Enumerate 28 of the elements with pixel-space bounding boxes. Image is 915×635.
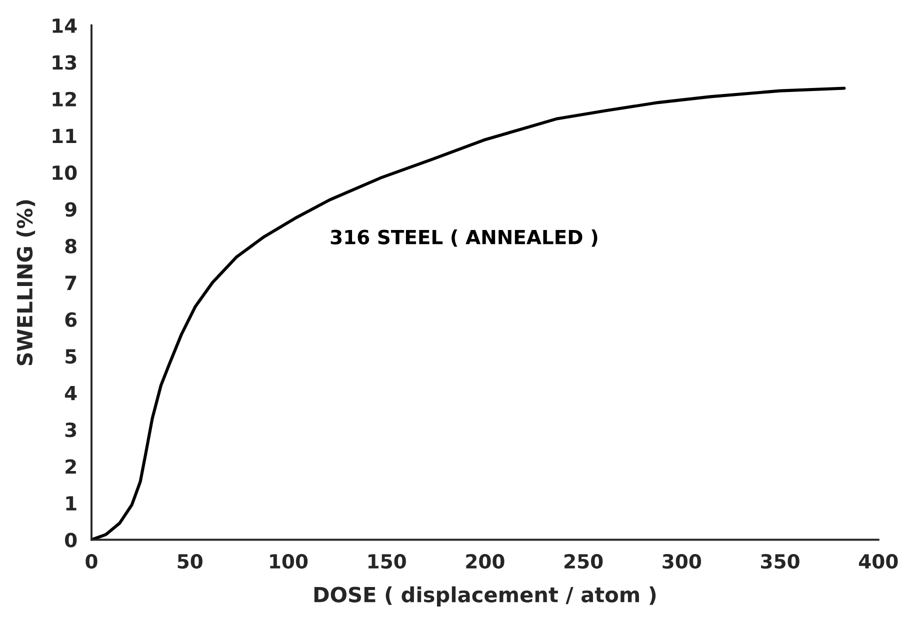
series-label: 316 STEEL ( ANNEALED ) (330, 229, 598, 247)
y-tick-label: 6 (65, 312, 77, 327)
y-tick-label: 11 (52, 128, 76, 144)
y-tick-label: 9 (65, 202, 76, 217)
y-tick-label: 4 (64, 386, 77, 400)
y-tick-label: 12 (52, 92, 76, 106)
x-tick-label: 300 (662, 554, 702, 569)
y-tick-label: 5 (66, 349, 76, 364)
y-tick-label: 7 (65, 276, 76, 290)
x-tick-label: 150 (368, 554, 406, 569)
y-tick-label: 3 (65, 422, 76, 438)
y-tick-label: 8 (65, 238, 76, 254)
x-tick-label: 50 (178, 554, 202, 569)
x-axis-title: DOSE ( displacement / atom ) (314, 586, 656, 607)
y-tick-label: 0 (65, 532, 77, 548)
line-series (92, 86, 846, 540)
y-tick-label: 13 (52, 55, 76, 70)
x-tick-label: 100 (270, 554, 308, 569)
y-tick-label: 14 (52, 18, 77, 33)
x-tick-label: 200 (466, 554, 504, 569)
x-tick-label: 250 (564, 554, 603, 569)
y-tick-label: 1 (66, 496, 76, 510)
x-tick-label: 0 (86, 554, 98, 569)
y-tick-label: 10 (52, 165, 77, 180)
x-tick-label: 400 (858, 554, 898, 569)
y-tick-label: 2 (66, 459, 76, 474)
x-tick-label: 350 (761, 554, 800, 569)
y-axis-title: SWELLING (%) (16, 200, 36, 366)
